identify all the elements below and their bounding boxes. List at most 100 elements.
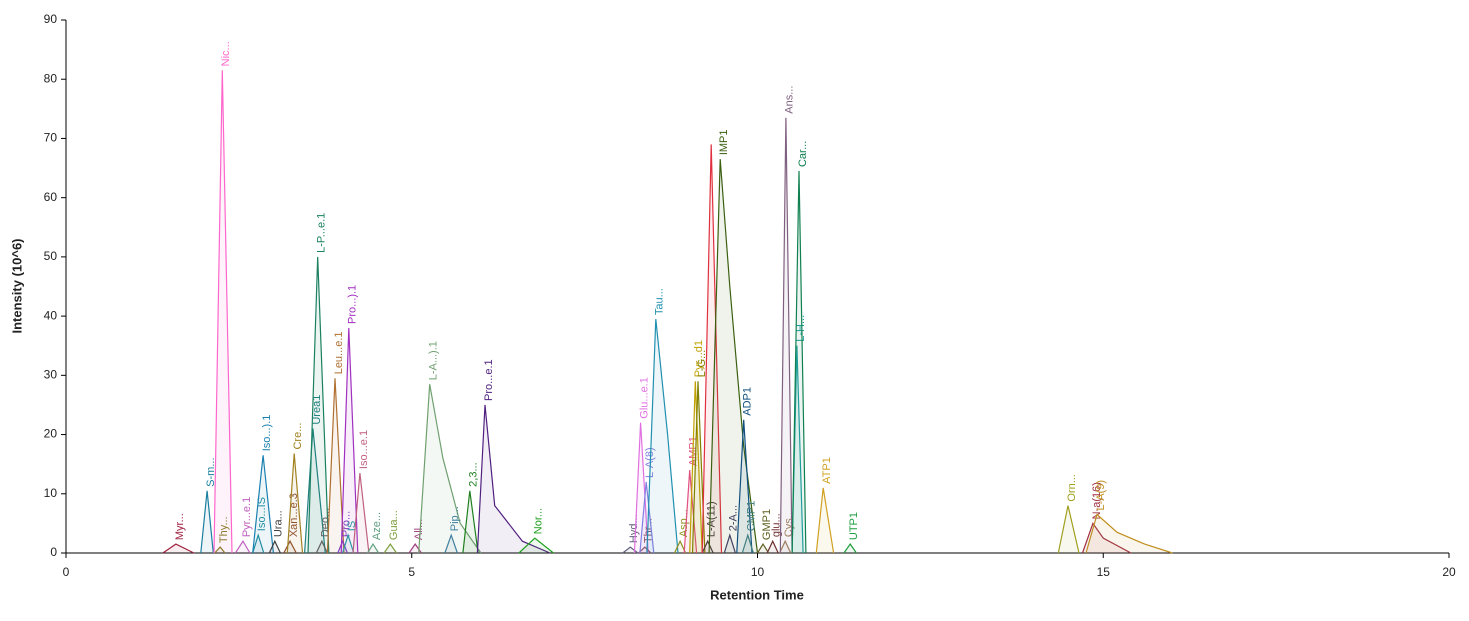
peak-area: [792, 171, 806, 553]
y-tick-label: 80: [44, 71, 58, 85]
peak-line: [352, 473, 370, 554]
peak-label: Aze...: [371, 512, 383, 540]
peak-area: [779, 541, 791, 553]
peak-area: [367, 544, 379, 553]
peak-line: [701, 539, 714, 554]
x-tick-label: 15: [1097, 565, 1111, 579]
peak-label: 2,3...: [468, 462, 480, 486]
peak-label: Glu...e.1: [639, 377, 651, 419]
peak-line: [307, 256, 330, 554]
peak-label: Ans...: [784, 86, 796, 114]
peak-area: [780, 117, 793, 553]
peak-label: IMP1: [718, 129, 730, 155]
peak-line: [476, 404, 551, 554]
peak-line: [843, 543, 857, 554]
peak-area: [287, 453, 303, 553]
peak-line: [252, 533, 265, 554]
peak-line: [252, 455, 274, 554]
peak-area: [214, 70, 232, 554]
y-tick-label: 90: [44, 12, 58, 26]
peak-label: Thy...: [218, 516, 230, 543]
peak-line: [383, 543, 397, 554]
peak-area: [634, 422, 649, 553]
peak-area: [736, 419, 752, 553]
peak-label: 2-A...: [728, 505, 740, 531]
y-tick-label: 60: [44, 190, 58, 204]
peak-line: [633, 422, 649, 554]
peak-label: Pyr...d1: [693, 340, 705, 377]
peak-label: Orn...: [1066, 474, 1078, 502]
peak-area: [767, 541, 779, 553]
peak-area: [214, 547, 225, 553]
peak-line: [268, 539, 281, 554]
peak-line: [646, 319, 679, 554]
peak-label: L-H...: [795, 315, 807, 342]
peak-label: ADP1: [742, 387, 754, 416]
peak-label: UTP1: [848, 512, 860, 540]
peak-label: L-A(11): [706, 501, 718, 537]
peak-area: [269, 541, 281, 553]
x-axis-title: Retention Time: [710, 587, 804, 602]
peak-area: [757, 544, 769, 553]
peak-label: Pro...e.1: [483, 359, 495, 401]
peak-line: [1057, 505, 1080, 554]
peak-label: glu...: [771, 513, 783, 537]
peak-label: Pyr...e.1: [241, 497, 253, 537]
peak-label: Iso...).1: [261, 415, 273, 452]
peak-area: [200, 490, 214, 553]
y-tick-label: 0: [50, 545, 57, 559]
x-tick-label: 10: [751, 565, 765, 579]
peak-area: [1086, 514, 1173, 553]
peak-label: Ura...: [273, 510, 285, 537]
peak-area: [742, 535, 754, 553]
peak-label: Pip...: [449, 506, 461, 531]
peak-line: [200, 490, 214, 554]
peak-line: [779, 539, 792, 554]
peak-area: [689, 381, 703, 553]
peak-area: [792, 345, 804, 553]
peak-line: [162, 543, 195, 554]
peak-label: GMP1: [761, 509, 773, 540]
peak-label: All...: [413, 519, 425, 540]
y-tick-label: 70: [44, 131, 58, 145]
x-tick-label: 5: [408, 565, 415, 579]
peak-label: S-m...: [205, 457, 217, 486]
peak-line: [756, 542, 770, 554]
peak-line: [1085, 513, 1173, 554]
peak-label: Cre...: [292, 423, 304, 450]
peak-line: [639, 481, 655, 554]
peak-line: [234, 540, 251, 554]
peak-label: L-A...).1: [428, 341, 440, 380]
peak-line: [462, 490, 479, 554]
peak-label: Nic...: [220, 41, 232, 66]
peak-line: [283, 539, 297, 554]
peak-label: Urea1: [311, 395, 323, 425]
peak-line: [683, 470, 698, 554]
peak-area: [462, 490, 479, 553]
peak-line: [342, 533, 355, 554]
peak-area: [252, 535, 264, 553]
peak-line: [815, 487, 835, 554]
peak-line: [723, 533, 736, 554]
peak-line: [779, 117, 793, 554]
peak-area: [702, 144, 722, 553]
peak-area: [843, 544, 857, 553]
peak-area: [316, 541, 328, 553]
peak-label: Myr...: [174, 513, 186, 540]
peak-line: [673, 539, 687, 554]
peak-line: [444, 533, 458, 554]
peak-area: [337, 541, 348, 553]
peak-area: [444, 535, 458, 553]
peak-label: CMP1: [746, 501, 758, 532]
peak-area: [384, 544, 397, 553]
peak-area: [692, 381, 705, 553]
peak-line: [315, 539, 328, 554]
y-tick-label: 10: [44, 486, 58, 500]
peak-line: [708, 159, 759, 554]
peak-line: [337, 539, 348, 554]
peak-label: IS: [346, 521, 358, 531]
peak-area: [724, 535, 736, 553]
peak-area: [162, 544, 194, 553]
x-tick-label: 20: [1442, 565, 1456, 579]
